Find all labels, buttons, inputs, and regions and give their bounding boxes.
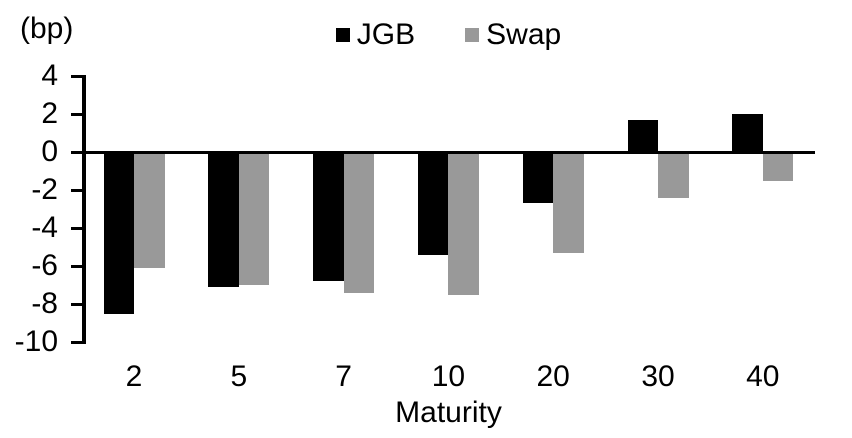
y-tick — [71, 264, 86, 268]
y-axis-unit-label: (bp) — [20, 12, 74, 45]
x-tick-label: 10 — [431, 360, 466, 393]
y-tick-label: 2 — [41, 97, 58, 130]
y-tick — [71, 112, 86, 116]
x-axis-title: Maturity — [395, 396, 502, 429]
bar-swap-5 — [238, 152, 270, 285]
legend: JGB Swap — [82, 18, 815, 52]
x-tick-label: 20 — [536, 360, 570, 393]
bar-jgb-30 — [627, 119, 658, 152]
bar-swap-20 — [553, 152, 584, 253]
x-tick-label: 2 — [125, 360, 143, 393]
y-tick — [71, 74, 86, 78]
bar-jgb-20 — [522, 152, 554, 204]
legend-item-jgb: JGB — [335, 18, 416, 52]
x-tick-label: 7 — [335, 360, 352, 393]
legend-label-jgb: JGB — [356, 18, 416, 51]
bar-jgb-7 — [313, 152, 344, 282]
y-axis-line — [82, 75, 86, 344]
y-tick-label: -10 — [14, 325, 58, 358]
bar-jgb-10 — [417, 152, 449, 255]
y-tick-label: -6 — [31, 249, 58, 282]
y-tick-label: -4 — [31, 211, 58, 244]
legend-swatch-swap — [465, 28, 480, 42]
legend-swatch-jgb — [335, 28, 350, 42]
x-tick-label: 40 — [746, 360, 780, 393]
legend-label-swap: Swap — [486, 18, 562, 51]
bar-jgb-40 — [732, 114, 763, 152]
bar-jgb-5 — [208, 152, 239, 287]
bar-swap-30 — [658, 152, 689, 198]
y-tick — [71, 302, 86, 306]
x-tick-label: 5 — [230, 360, 248, 393]
bar-swap-40 — [762, 152, 794, 181]
bar-swap-7 — [343, 152, 375, 293]
y-tick — [71, 340, 86, 344]
bar-jgb-2 — [103, 152, 134, 314]
y-tick-label: 0 — [41, 135, 58, 168]
zero-baseline — [82, 150, 815, 154]
legend-item-swap: Swap — [465, 18, 561, 52]
y-tick — [71, 226, 86, 230]
y-tick — [71, 188, 86, 192]
y-tick-label: -8 — [31, 287, 58, 320]
y-tick — [71, 150, 86, 154]
y-tick-label: -2 — [31, 173, 58, 206]
x-tick-label: 30 — [641, 360, 675, 393]
bar-swap-2 — [134, 152, 165, 268]
bar-swap-10 — [448, 152, 479, 295]
y-tick-label: 4 — [41, 59, 58, 92]
